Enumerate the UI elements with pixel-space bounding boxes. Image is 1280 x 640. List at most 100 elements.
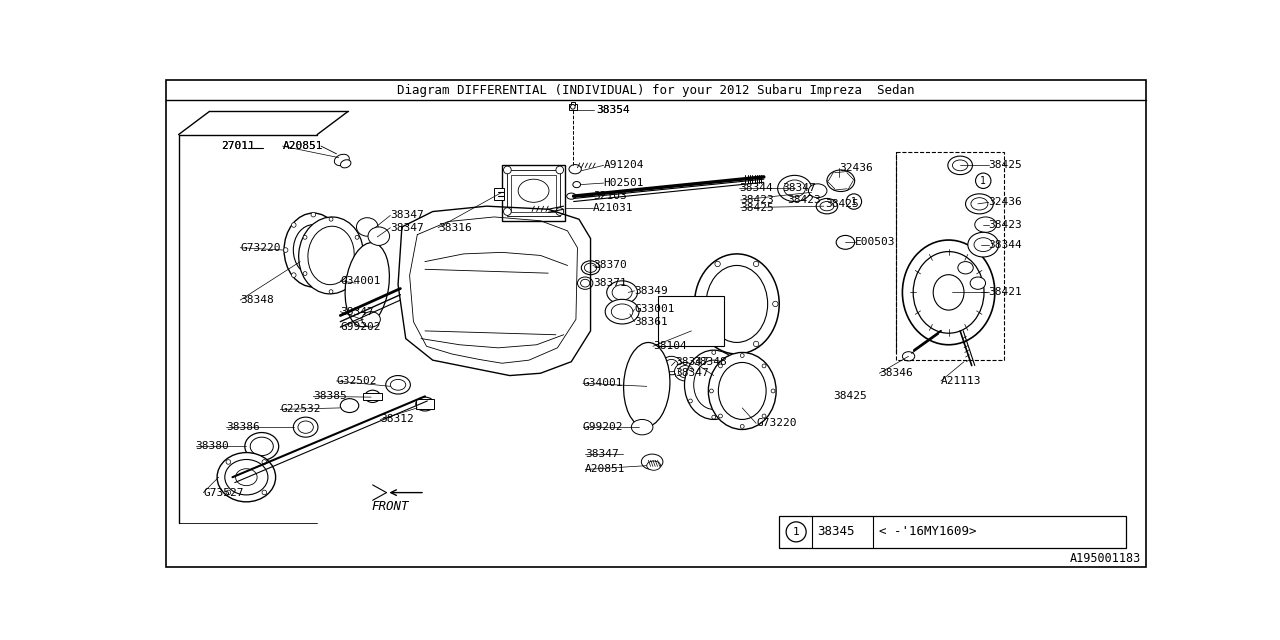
Circle shape <box>330 223 335 227</box>
Ellipse shape <box>570 164 581 174</box>
Circle shape <box>262 490 266 495</box>
Ellipse shape <box>293 417 317 437</box>
Text: 38423: 38423 <box>741 195 774 205</box>
Circle shape <box>556 208 563 216</box>
Text: 38347: 38347 <box>585 449 620 459</box>
Ellipse shape <box>970 277 986 289</box>
Ellipse shape <box>694 360 733 410</box>
Ellipse shape <box>685 350 742 419</box>
Ellipse shape <box>298 421 314 433</box>
Text: E00503: E00503 <box>855 237 895 247</box>
Ellipse shape <box>573 182 581 188</box>
Text: 38347: 38347 <box>390 211 424 220</box>
Ellipse shape <box>244 433 279 460</box>
Circle shape <box>303 236 307 239</box>
Circle shape <box>292 273 296 277</box>
Bar <box>494 188 503 200</box>
Ellipse shape <box>968 232 998 257</box>
Circle shape <box>311 212 316 217</box>
Ellipse shape <box>346 243 389 327</box>
Ellipse shape <box>250 437 274 456</box>
Text: 38348: 38348 <box>241 295 274 305</box>
Text: 38425: 38425 <box>833 391 867 401</box>
Text: Diagram DIFFERENTIAL (INDIVIDUAL) for your 2012 Subaru Impreza  Sedan: Diagram DIFFERENTIAL (INDIVIDUAL) for yo… <box>397 84 915 97</box>
Ellipse shape <box>416 397 434 411</box>
Ellipse shape <box>369 227 389 245</box>
Ellipse shape <box>783 180 805 197</box>
Text: 38354: 38354 <box>596 105 631 115</box>
Text: G32502: G32502 <box>337 376 376 386</box>
Text: G34001: G34001 <box>582 378 623 388</box>
Circle shape <box>716 261 721 267</box>
Text: G33001: G33001 <box>635 305 675 314</box>
Ellipse shape <box>678 365 692 378</box>
Ellipse shape <box>952 160 968 171</box>
Text: A195001183: A195001183 <box>1070 552 1140 564</box>
Text: 38104: 38104 <box>653 341 686 351</box>
Ellipse shape <box>567 193 576 199</box>
Circle shape <box>355 236 358 239</box>
Circle shape <box>712 351 716 355</box>
Ellipse shape <box>972 198 988 210</box>
Circle shape <box>689 367 692 371</box>
Text: 27011: 27011 <box>221 141 255 151</box>
Circle shape <box>771 389 774 393</box>
Text: 38354: 38354 <box>596 105 631 115</box>
Bar <box>896 152 1004 360</box>
Text: 38344: 38344 <box>988 239 1023 250</box>
Text: 38380: 38380 <box>196 442 229 451</box>
Ellipse shape <box>902 352 915 361</box>
Ellipse shape <box>340 399 358 413</box>
Circle shape <box>503 166 511 174</box>
Text: G73220: G73220 <box>756 419 796 428</box>
Text: 32436: 32436 <box>840 163 873 173</box>
Text: 38346: 38346 <box>879 368 913 378</box>
Text: A21113: A21113 <box>941 376 982 386</box>
Bar <box>507 170 559 216</box>
Circle shape <box>735 399 739 403</box>
Ellipse shape <box>225 460 268 495</box>
Circle shape <box>689 399 692 403</box>
Bar <box>780 516 1125 548</box>
Text: 38349: 38349 <box>635 286 668 296</box>
Circle shape <box>762 414 765 418</box>
Circle shape <box>355 271 358 275</box>
Ellipse shape <box>340 160 351 168</box>
Text: H02501: H02501 <box>604 178 644 188</box>
Circle shape <box>303 271 307 275</box>
Circle shape <box>773 301 778 307</box>
Circle shape <box>571 104 575 109</box>
Ellipse shape <box>385 376 411 394</box>
Circle shape <box>740 424 744 428</box>
Text: A20851: A20851 <box>283 141 323 151</box>
Ellipse shape <box>293 225 333 275</box>
Ellipse shape <box>707 266 768 342</box>
Ellipse shape <box>820 202 833 211</box>
Ellipse shape <box>664 360 678 372</box>
Text: 38347: 38347 <box>676 368 709 378</box>
Circle shape <box>292 223 296 227</box>
Text: 38425: 38425 <box>988 161 1023 170</box>
Bar <box>416 399 434 410</box>
Text: G73527: G73527 <box>204 488 243 498</box>
Circle shape <box>762 364 765 368</box>
Text: 38348: 38348 <box>692 356 727 367</box>
Bar <box>511 175 556 212</box>
Text: 38425: 38425 <box>826 199 859 209</box>
Circle shape <box>716 341 721 347</box>
Circle shape <box>227 460 230 464</box>
Circle shape <box>503 208 511 216</box>
Text: 38386: 38386 <box>227 422 260 432</box>
Ellipse shape <box>362 312 380 327</box>
Ellipse shape <box>577 277 593 289</box>
Ellipse shape <box>675 362 696 381</box>
Text: G99202: G99202 <box>340 322 381 332</box>
Ellipse shape <box>933 275 964 310</box>
Text: 38347: 38347 <box>340 307 374 317</box>
Text: G22532: G22532 <box>280 404 321 415</box>
Bar <box>364 392 381 400</box>
Ellipse shape <box>974 237 992 252</box>
Text: 1: 1 <box>851 196 856 207</box>
Ellipse shape <box>605 300 639 324</box>
Ellipse shape <box>623 342 669 427</box>
